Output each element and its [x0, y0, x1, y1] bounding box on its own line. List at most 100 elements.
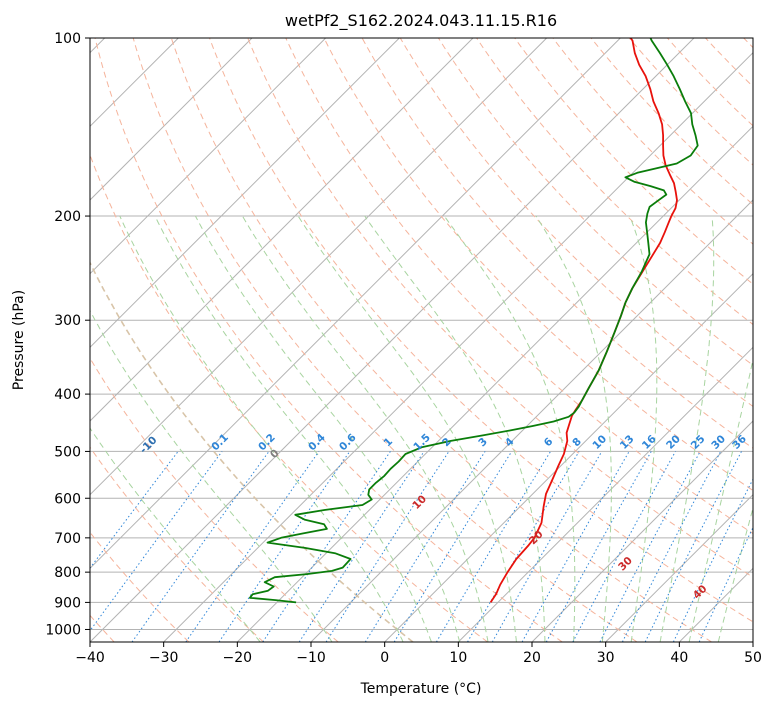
y-tick-label: 800: [54, 565, 81, 581]
dry-adiabat-line: [399, 38, 753, 408]
plot-frame: [89, 37, 754, 643]
moist-adiabat-line: [364, 215, 546, 642]
isotherm-line: [236, 125, 753, 642]
moist-adiabat-line: [629, 215, 658, 642]
mixing-ratio-label: 0.4: [306, 432, 328, 454]
mixing-ratio-line: [393, 451, 513, 642]
moist-adiabat-line: [688, 356, 753, 642]
dry-adiabat-line: [247, 38, 753, 578]
dewpoint-profile-line: [249, 38, 699, 604]
x-tick-label: −10: [296, 650, 326, 666]
x-axis-label: Temperature (°C): [360, 681, 482, 697]
dry-adiabat-line: [94, 38, 563, 642]
dry-adiabat-line: [90, 531, 190, 642]
moist-adiabat-line: [241, 215, 489, 642]
y-tick-label: 100: [54, 31, 81, 47]
dry-adiabat-line: [90, 357, 339, 642]
isotherm-line: [90, 38, 400, 349]
mixing-ratio-label: 6: [542, 436, 556, 450]
mixing-ratio-line: [218, 451, 351, 642]
dry-adiabats: [90, 38, 753, 642]
mixing-ratio-line: [599, 451, 701, 642]
moist-adiabat-label: 0: [268, 447, 282, 461]
mixing-ratio-line: [491, 451, 603, 642]
mixing-ratio-line: [521, 451, 630, 642]
mixing-ratio-line: [672, 478, 753, 642]
dry-adiabat-line: [667, 38, 753, 127]
isotherm-line: [90, 38, 327, 275]
isotherm-line: [90, 38, 474, 422]
isotherm-line: [531, 420, 753, 642]
moist-adiabat-line: [535, 215, 612, 642]
moist-adiabat-line: [297, 215, 517, 642]
dry-adiabat-label: -30: [0, 367, 2, 389]
y-tick-label: 200: [54, 209, 81, 225]
dry-adiabat-line: [132, 38, 638, 642]
moist-adiabat-line: [659, 215, 715, 642]
mixing-ratio-line: [467, 451, 580, 642]
mixing-ratio-line: [131, 451, 270, 642]
dry-adiabat-line: [476, 38, 753, 326]
isotherm-line: [163, 51, 753, 642]
isotherm-line: [752, 641, 753, 642]
mixing-ratio-line: [90, 451, 223, 632]
dry-adiabat-label: -10: [138, 434, 160, 456]
mixing-ratio-label: 13: [618, 433, 637, 452]
moist-adiabat-line: [90, 427, 261, 642]
moist-adiabat-line: [119, 215, 404, 642]
y-tick-label: 300: [54, 313, 81, 329]
dry-adiabat-line: [437, 38, 753, 366]
y-tick-label: 900: [54, 595, 81, 611]
dry-adiabat-line: [361, 38, 753, 449]
isobar-grid: [90, 38, 753, 630]
plot-area: -100-90-80-70-60-50-40-30-20-100.10.20.4…: [0, 38, 753, 642]
y-tick-label: 600: [54, 491, 81, 507]
sounding-profiles: [249, 38, 699, 604]
mixing-ratio-label: 1: [382, 436, 396, 450]
mixing-ratio-line: [545, 451, 652, 642]
moist-adiabat-line: [90, 309, 333, 642]
dry-adiabat-line: [170, 38, 712, 642]
chart-title: wetPf2_S162.2024.043.11.15.R16: [285, 11, 557, 31]
dry-adiabat-line: [743, 38, 753, 49]
x-tick-label: −20: [223, 650, 253, 666]
dry-adiabat-line: [590, 38, 753, 206]
x-tick-label: 10: [449, 650, 467, 666]
line-labels: -100-90-80-70-60-50-40-30-20-100.10.20.4…: [0, 367, 749, 602]
y-tick-label: 400: [54, 387, 81, 403]
dry-adiabat-line: [90, 260, 414, 642]
mixing-ratio-line: [325, 451, 450, 642]
mixing-ratio-label: 2: [440, 436, 454, 450]
isotherm-line: [90, 38, 621, 570]
mixing-ratio-lines: [90, 451, 753, 642]
dry-adiabat-line: [209, 38, 753, 623]
isotherm-line: [384, 272, 753, 642]
mixing-ratio-line: [435, 451, 552, 642]
isotherm-line: [90, 38, 548, 496]
isotherm-line: [90, 38, 253, 201]
isotherm-line: [605, 493, 753, 642]
isotherm-line: [90, 38, 695, 642]
x-axis: −40 −30 −20 −10 0 10 20 30 40 50: [75, 642, 762, 666]
mixing-ratio-label: 0.1: [209, 432, 231, 454]
moist-adiabat-line: [194, 215, 461, 642]
dry-adiabat-label: -20: [57, 403, 79, 425]
moist-adiabat-line: [154, 215, 432, 642]
moist-adiabat-label: 40: [691, 583, 710, 602]
isotherm-grid: [90, 38, 753, 642]
dry-adiabat-line: [705, 38, 753, 88]
x-tick-label: −40: [75, 650, 105, 666]
dry-adiabat-line: [323, 38, 753, 492]
dry-adiabat-line: [628, 38, 753, 166]
x-tick-label: 0: [380, 650, 389, 666]
dry-adiabat-line: [90, 446, 264, 642]
mixing-ratio-label: 16: [640, 433, 659, 452]
moist-adiabat-line: [443, 215, 576, 642]
mixing-ratio-line: [698, 526, 753, 642]
mixing-ratio-line: [262, 451, 391, 642]
x-tick-label: 20: [523, 650, 541, 666]
isotherm-line: [310, 199, 753, 642]
mixing-ratio-label: 25: [689, 433, 708, 452]
moist-adiabat-label: 30: [616, 555, 635, 574]
